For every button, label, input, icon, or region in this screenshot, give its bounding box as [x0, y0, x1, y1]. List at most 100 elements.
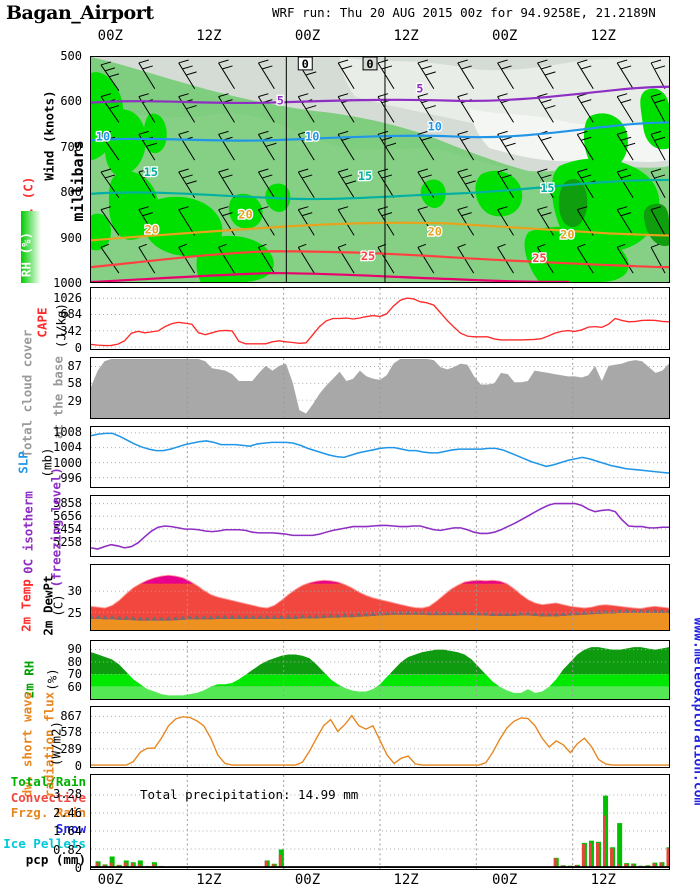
- upper-air-panel[interactable]: 0 0 5 5 10 10 10 15 15 15 20 20 20 20 25…: [90, 56, 670, 283]
- slp-yticks: 1008 1004 1000 996: [0, 424, 86, 488]
- y-tick-label: 342: [60, 324, 82, 339]
- y-tick-label: 1.64: [53, 824, 82, 839]
- cape-yticks: 1026 684 342 0: [0, 287, 86, 355]
- rh-axis-label: RH (%): [18, 231, 34, 278]
- svg-text:15: 15: [144, 165, 158, 179]
- y-tick-label: 30: [67, 584, 82, 598]
- total-precip-annotation: Total precipitation: 14.99 mm: [140, 787, 359, 802]
- top-time-tick: 00Z: [97, 28, 123, 44]
- contour-10: [91, 121, 669, 142]
- contour-30: [91, 271, 570, 282]
- bottom-time-axis: 00Z 12Z 00Z 12Z 00Z 12Z: [90, 872, 670, 892]
- y-tick-label: 29: [67, 393, 82, 408]
- radiation-yticks: 867 578 289 0: [0, 706, 86, 773]
- precip-legend-item: Total/Rain: [10, 774, 86, 789]
- rh2m-plot: [91, 641, 669, 699]
- y-tick-label: 80: [67, 654, 82, 669]
- temp2m-label: 2m Temp: [18, 579, 34, 632]
- y-tick-label: 500: [60, 49, 82, 63]
- svg-text:5: 5: [416, 82, 423, 96]
- cloud-plot: [91, 358, 669, 418]
- y-tick-label: 1008: [53, 424, 82, 439]
- y-tick-label: 58: [67, 376, 82, 391]
- precip-plot: [91, 775, 669, 869]
- y-tick-label: 0: [74, 861, 82, 875]
- y-tick-label: 5858: [53, 495, 82, 510]
- precip-yticks: 3.28 2.46 1.64 0.82 0: [0, 774, 86, 875]
- precip-legend-item: Frzg. Rain: [10, 805, 86, 820]
- website-watermark: www.meteoexploration.com: [690, 617, 700, 806]
- temp2m-unit: (C): [50, 594, 66, 617]
- svg-text:10: 10: [428, 119, 442, 133]
- model-run-info: WRF run: Thu 20 AUG 2015 00z for 94.9258…: [272, 5, 656, 20]
- isotherm-yticks: 5858 5656 5454 5258: [0, 495, 86, 557]
- y-tick-label: 600: [60, 94, 82, 109]
- precip-legend-item: Convective: [10, 789, 86, 805]
- y-tick-label: 1000: [53, 276, 82, 290]
- y-tick-label: 5258: [53, 534, 82, 549]
- svg-text:10: 10: [96, 129, 110, 143]
- contour-25: [91, 250, 669, 269]
- upper-air-yticks: 500 600 700 800 900 1000: [0, 49, 86, 290]
- y-tick-label: 5656: [53, 508, 82, 523]
- y-tick-label: 3.28: [53, 787, 82, 802]
- upper-air-plot: 0 0 5 5 10 10 10 15 15 15 20 20 20 20 25…: [91, 57, 669, 282]
- top-time-tick: 00Z: [294, 28, 321, 44]
- precip-legend: Total/Rain Convective Frzg. Rain Snow Ice Pe…: [0, 774, 86, 867]
- bottom-time-tick: 12Z: [590, 872, 616, 888]
- y-tick-label: 289: [60, 742, 82, 757]
- y-tick-label: 25: [67, 605, 82, 620]
- cape-plot: [91, 288, 669, 349]
- y-tick-label: 1026: [53, 290, 82, 305]
- y-tick-label: 5454: [53, 521, 82, 536]
- precip-legend-item: Snow: [55, 820, 86, 836]
- temp2m-panel[interactable]: [90, 564, 670, 631]
- radiation-panel[interactable]: [90, 706, 670, 768]
- freezing-level-panel[interactable]: [90, 495, 670, 557]
- svg-text:10: 10: [305, 129, 319, 143]
- contour-20: [91, 221, 669, 242]
- y-tick-label: 2.46: [53, 805, 82, 820]
- y-tick-label: 578: [60, 725, 82, 740]
- y-tick-label: 0: [74, 759, 82, 773]
- top-time-tick: 00Z: [492, 28, 518, 44]
- y-tick-label: 800: [60, 185, 82, 200]
- top-time-tick: 12Z: [196, 28, 222, 44]
- bottom-time-tick: 12Z: [393, 872, 419, 888]
- cape-unit: (J/kg): [53, 302, 69, 349]
- top-time-tick: 12Z: [393, 28, 419, 44]
- rh2m-panel[interactable]: [90, 640, 670, 700]
- svg-text:15: 15: [358, 169, 372, 183]
- cape-panel[interactable]: [90, 287, 670, 350]
- cloud-yticks: 87 58 29: [0, 357, 86, 419]
- svg-text:20: 20: [428, 224, 442, 238]
- svg-text:20: 20: [560, 227, 574, 241]
- bottom-time-tick: 12Z: [196, 872, 222, 888]
- y-tick-label: 60: [67, 680, 82, 695]
- y-tick-label: 700: [60, 139, 82, 154]
- freezing-level-plot: [91, 496, 669, 556]
- contour-15: [91, 178, 669, 201]
- y-tick-label: 87: [67, 358, 82, 373]
- y-tick-label: 0: [74, 341, 82, 355]
- svg-text:20: 20: [145, 222, 159, 236]
- cape-label: CAPE: [34, 307, 50, 338]
- svg-text:25: 25: [532, 251, 546, 265]
- slp-plot: [91, 427, 669, 487]
- top-time-tick: 12Z: [590, 28, 616, 44]
- y-tick-label: 90: [67, 641, 82, 656]
- svg-text:5: 5: [277, 94, 284, 108]
- rh-legend-swatch: [21, 211, 41, 283]
- y-tick-label: 996: [60, 471, 82, 486]
- slp-panel[interactable]: [90, 426, 670, 488]
- y-tick-label: 684: [60, 307, 82, 322]
- precip-legend-item: Ice Pellets: [3, 836, 86, 851]
- radiation-plot: [91, 707, 669, 767]
- cloud-cover-panel[interactable]: [90, 357, 670, 419]
- bottom-time-tick: 00Z: [97, 872, 123, 888]
- rh2m-yticks: 90 80 70 60: [0, 640, 86, 700]
- y-tick-label: 1000: [53, 455, 82, 470]
- precipitation-panel[interactable]: [90, 774, 670, 870]
- svg-text:15: 15: [540, 181, 554, 195]
- top-time-axis: 00Z 12Z 00Z 12Z 00Z 12Z: [90, 28, 670, 48]
